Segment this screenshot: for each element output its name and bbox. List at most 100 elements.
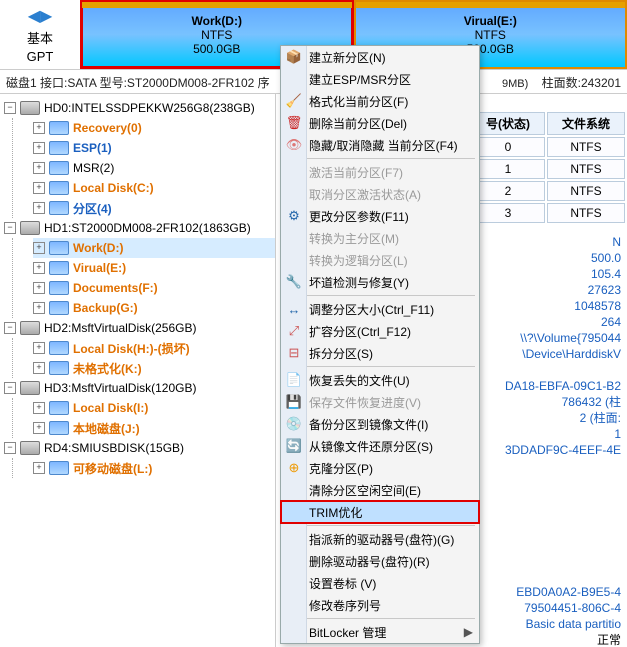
menu-item[interactable]: BitLocker 管理▶	[281, 621, 479, 643]
partition-label: Virual(E:)	[73, 261, 126, 275]
menu-item[interactable]: 清除分区空闲空间(E)	[281, 479, 479, 501]
expand-icon[interactable]: +	[33, 462, 45, 474]
menu-item[interactable]: 修改卷序列号	[281, 594, 479, 616]
menu-item[interactable]: ⊟拆分分区(S)	[281, 342, 479, 364]
menu-item[interactable]: 📦建立新分区(N)	[281, 46, 479, 68]
menu-item[interactable]: 🗑删除当前分区(Del)	[281, 112, 479, 134]
partition-node[interactable]: +分区(4)	[33, 198, 275, 218]
menu-item[interactable]: 📄恢复丢失的文件(U)	[281, 369, 479, 391]
cell-fs: NTFS	[547, 181, 625, 201]
info-line	[505, 362, 621, 378]
collapse-icon[interactable]: −	[4, 322, 16, 334]
cell-fs: NTFS	[547, 137, 625, 157]
expand-icon[interactable]: +	[33, 142, 45, 154]
collapse-icon[interactable]: −	[4, 442, 16, 454]
partition-node[interactable]: + Local Disk(C:)	[33, 178, 275, 198]
table-row[interactable]: 3NTFS	[471, 203, 625, 223]
volume-icon	[49, 301, 69, 315]
expand-icon[interactable]: +	[33, 362, 45, 374]
menu-item[interactable]: ↔调整分区大小(Ctrl_F11)	[281, 298, 479, 320]
expand-icon[interactable]: +	[33, 282, 45, 294]
menu-item-label: 格式化当前分区(F)	[309, 93, 408, 110]
volume-icon	[49, 161, 69, 175]
partition-node[interactable]: + Local Disk(I:)	[33, 398, 275, 418]
expand-icon[interactable]: +	[33, 422, 45, 434]
menu-item-icon: 🧹	[285, 92, 303, 110]
table-row[interactable]: 2NTFS	[471, 181, 625, 201]
disk-node[interactable]: − RD4:SMIUSBDISK(15GB)	[4, 438, 275, 458]
table-row[interactable]: 0NTFS	[471, 137, 625, 157]
partition-name: Work(D:)	[82, 14, 352, 28]
cell-status: 2	[471, 181, 545, 201]
menu-item-icon: 🗑	[285, 114, 303, 132]
col-status[interactable]: 号(状态)	[471, 112, 545, 135]
expand-icon[interactable]: +	[33, 202, 45, 214]
disk-label: HD2:MsftVirtualDisk(256GB)	[44, 321, 196, 335]
nav-arrows-icon[interactable]: ◀▶	[0, 6, 80, 26]
volume-icon	[49, 261, 69, 275]
menu-item-icon: 🔄	[285, 437, 303, 455]
expand-icon[interactable]: +	[33, 302, 45, 314]
expand-icon[interactable]: +	[33, 162, 45, 174]
menu-separator	[285, 525, 475, 526]
partition-node[interactable]: + Virual(E:)	[33, 258, 275, 278]
disk-icon	[20, 441, 40, 455]
menu-item[interactable]: ⤢扩容分区(Ctrl_F12)	[281, 320, 479, 342]
menu-item[interactable]: 🔧坏道检测与修复(Y)	[281, 271, 479, 293]
menu-item[interactable]: 💿备份分区到镜像文件(I)	[281, 413, 479, 435]
expand-icon[interactable]: +	[33, 342, 45, 354]
partition-node[interactable]: +Local Disk(H:)-(损坏)	[33, 338, 275, 358]
menu-item-label: 调整分区大小(Ctrl_F11)	[309, 301, 434, 318]
table-row[interactable]: 1NTFS	[471, 159, 625, 179]
partition-context-menu[interactable]: 📦建立新分区(N)建立ESP/MSR分区 🧹 格式化当前分区(F) 🗑删除当前分区(D…	[280, 45, 480, 644]
partition-node[interactable]: +Recovery(0)	[33, 118, 275, 138]
disk-tree[interactable]: −HD0:INTELSSDPEKKW256G8(238GB)+Recovery(…	[0, 94, 276, 647]
menu-item[interactable]: 🧹 格式化当前分区(F)	[281, 90, 479, 112]
menu-item[interactable]: 指派新的驱动器号(盘符)(G)	[281, 528, 479, 550]
partition-table: 号(状态) 文件系统 0NTFS1NTFS2NTFS3NTFS	[469, 110, 627, 225]
partition-node[interactable]: +Documents(F:)	[33, 278, 275, 298]
menu-separator	[285, 158, 475, 159]
disk-node[interactable]: − HD2:MsftVirtualDisk(256GB)	[4, 318, 275, 338]
menu-item[interactable]: TRIM优化	[281, 501, 479, 523]
volume-icon	[49, 241, 69, 255]
menu-item-label: 取消分区激活状态(A)	[309, 186, 421, 203]
partition-node[interactable]: +Backup(G:)	[33, 298, 275, 318]
menu-item[interactable]: 👁隐藏/取消隐藏 当前分区(F4)	[281, 134, 479, 156]
collapse-icon[interactable]: −	[4, 382, 16, 394]
partition-node[interactable]: +未格式化(K:)	[33, 358, 275, 378]
collapse-icon[interactable]: −	[4, 222, 16, 234]
disk-label: RD4:SMIUSBDISK(15GB)	[44, 441, 184, 455]
menu-item[interactable]: 删除驱动器号(盘符)(R)	[281, 550, 479, 572]
partition-node[interactable]: +Work(D:)	[33, 238, 275, 258]
partition-label: Local Disk(C:)	[73, 181, 154, 195]
disk-node[interactable]: −HD3:MsftVirtualDisk(120GB)	[4, 378, 275, 398]
menu-item-icon: 👁	[285, 136, 303, 154]
partition-name: Virual(E:)	[356, 14, 626, 28]
menu-item[interactable]: 🔄从镜像文件还原分区(S)	[281, 435, 479, 457]
menu-item[interactable]: 建立ESP/MSR分区	[281, 68, 479, 90]
partition-node[interactable]: +MSR(2)	[33, 158, 275, 178]
partition-label: Local Disk(I:)	[73, 401, 148, 415]
partition-node[interactable]: +ESP(1)	[33, 138, 275, 158]
expand-icon[interactable]: +	[33, 182, 45, 194]
partition-node[interactable]: +可移动磁盘(L:)	[33, 458, 275, 478]
volume-icon	[49, 121, 69, 135]
partition-node[interactable]: +本地磁盘(J:)	[33, 418, 275, 438]
collapse-icon[interactable]: −	[4, 102, 16, 114]
status-mb: 9MB)	[502, 78, 528, 90]
cell-fs: NTFS	[547, 203, 625, 223]
menu-item[interactable]: ⚙更改分区参数(F11)	[281, 205, 479, 227]
expand-icon[interactable]: +	[33, 122, 45, 134]
expand-icon[interactable]: +	[33, 402, 45, 414]
col-fs[interactable]: 文件系统	[547, 112, 625, 135]
menu-item[interactable]: 设置卷标 (V)	[281, 572, 479, 594]
menu-item: 💾保存文件恢复进度(V)	[281, 391, 479, 413]
menu-item-label: 拆分分区(S)	[309, 345, 373, 362]
expand-icon[interactable]: +	[33, 242, 45, 254]
disk-node[interactable]: −HD1:ST2000DM008-2FR102(1863GB)	[4, 218, 275, 238]
menu-item[interactable]: ⊕克隆分区(P)	[281, 457, 479, 479]
disk-node[interactable]: −HD0:INTELSSDPEKKW256G8(238GB)	[4, 98, 275, 118]
expand-icon[interactable]: +	[33, 262, 45, 274]
disk-icon	[20, 221, 40, 235]
